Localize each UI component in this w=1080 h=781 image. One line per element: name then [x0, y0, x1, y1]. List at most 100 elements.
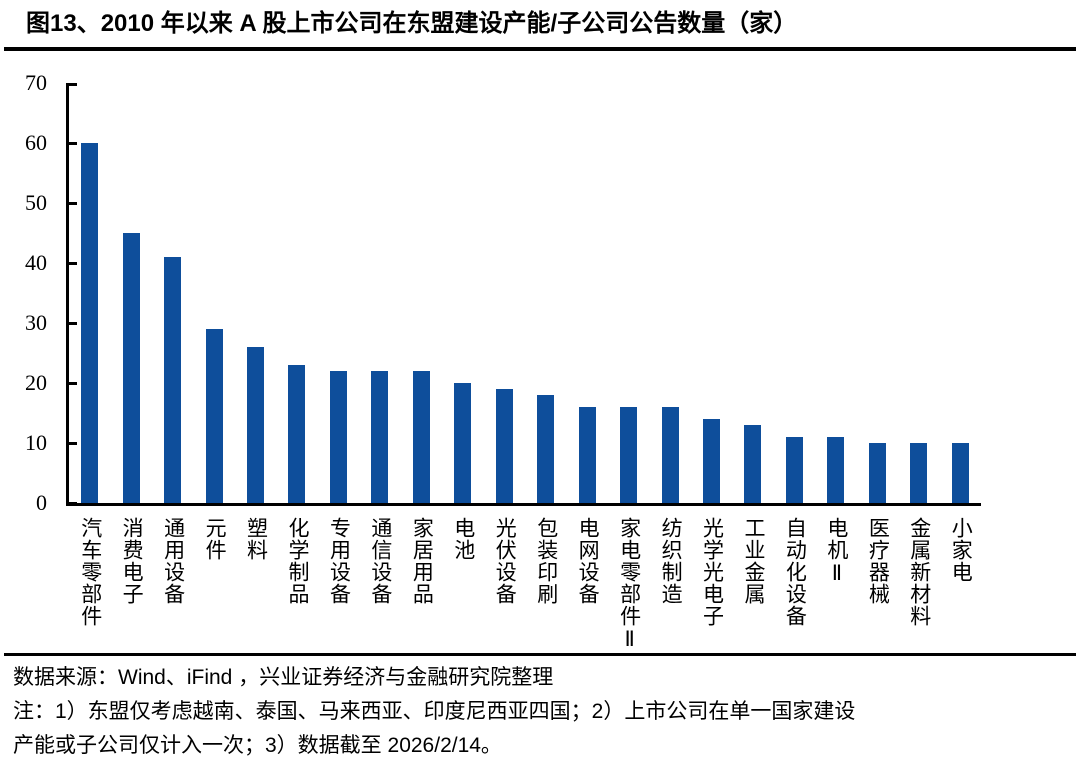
bar-slot — [857, 83, 898, 503]
y-axis-tick-label: 30 — [25, 310, 47, 335]
category-label: 通信设备 — [368, 517, 392, 605]
figure-panel: 图13、2010 年以来 A 股上市公司在东盟建设产能/子公司公告数量（家） 0… — [0, 10, 1080, 763]
data-source-line: 数据来源：Wind、iFind ，兴业证券经济与金融研究院整理 — [13, 666, 554, 689]
category-label: 专用设备 — [327, 517, 351, 605]
bar — [247, 347, 265, 503]
category-slot: 光伏设备 — [484, 517, 525, 652]
bars-container — [69, 83, 981, 503]
category-label: 化学制品 — [285, 517, 309, 605]
plot-area — [66, 83, 981, 506]
bar — [910, 443, 928, 503]
note-line-1: 注：1）东盟仅考虑越南、泰国、马来西亚、印度尼西亚四国；2）上市公司在单一国家建… — [13, 700, 856, 723]
bar-chart: 0 10 20 30 40 50 60 70 汽车零部件 消费电子 通用设备 元件 塑料 化学制品 专用设… — [0, 51, 1080, 653]
category-slot: 消费电子 — [110, 517, 151, 652]
category-slot: 纺织制造 — [649, 517, 690, 652]
footer-divider — [4, 653, 1076, 656]
y-axis-tick-label: 70 — [25, 70, 47, 95]
bar — [661, 407, 679, 503]
bar-slot — [152, 83, 193, 503]
bar-slot — [69, 83, 110, 503]
bar-slot — [401, 83, 442, 503]
bar — [164, 257, 182, 503]
bar-slot — [359, 83, 400, 503]
bar-slot — [774, 83, 815, 503]
category-label: 塑料 — [244, 517, 268, 561]
bar-slot — [525, 83, 566, 503]
category-label: 自动化设备 — [783, 517, 807, 627]
footer: 数据来源：Wind、iFind ，兴业证券经济与金融研究院整理 注：1）东盟仅考… — [0, 656, 1080, 763]
bar — [578, 407, 596, 503]
category-label: 电池 — [451, 517, 475, 561]
y-axis-tick-label: 20 — [25, 370, 47, 395]
category-slot: 医疗器械 — [857, 517, 898, 652]
bar — [744, 425, 762, 503]
category-slot: 通用设备 — [152, 517, 193, 652]
note-line-2: 产能或子公司仅计入一次；3）数据截至 2026/2/14。 — [13, 734, 502, 757]
bar-slot — [815, 83, 856, 503]
category-slot: 塑料 — [235, 517, 276, 652]
bar — [620, 407, 638, 503]
category-label: 家电零部件Ⅱ — [617, 517, 641, 652]
category-slot: 光学光电子 — [691, 517, 732, 652]
bar — [81, 143, 99, 503]
y-axis-tick-label: 60 — [25, 130, 47, 155]
bar-slot — [484, 83, 525, 503]
bar — [412, 371, 430, 503]
y-axis-tick-label: 40 — [25, 250, 47, 275]
category-slot: 专用设备 — [318, 517, 359, 652]
category-slot: 汽车零部件 — [69, 517, 110, 652]
x-axis-labels: 汽车零部件 消费电子 通用设备 元件 塑料 化学制品 专用设备 通信设备 家居用品 电池 光伏设备包… — [69, 517, 981, 652]
bar — [371, 371, 389, 503]
category-slot: 包装印刷 — [525, 517, 566, 652]
category-label: 纺织制造 — [659, 517, 683, 605]
category-label: 消费电子 — [120, 517, 144, 605]
bar — [288, 365, 306, 503]
category-slot: 家电零部件Ⅱ — [608, 517, 649, 652]
category-slot: 自动化设备 — [774, 517, 815, 652]
category-label: 家居用品 — [410, 517, 434, 605]
bar-slot — [276, 83, 317, 503]
bar-slot — [235, 83, 276, 503]
y-axis-tick-label: 0 — [36, 490, 47, 515]
bar — [454, 383, 472, 503]
bar — [703, 419, 721, 503]
category-label: 电网设备 — [576, 517, 600, 605]
bar-slot — [193, 83, 234, 503]
category-label: 电机Ⅱ — [824, 517, 848, 586]
category-slot: 家居用品 — [401, 517, 442, 652]
bar — [951, 443, 969, 503]
category-slot: 金属新材料 — [898, 517, 939, 652]
category-label: 工业金属 — [741, 517, 765, 605]
title-divider — [4, 47, 1076, 51]
bar-slot — [732, 83, 773, 503]
bar-slot — [940, 83, 981, 503]
category-slot: 工业金属 — [732, 517, 773, 652]
bar — [205, 329, 223, 503]
category-label: 通用设备 — [161, 517, 185, 605]
y-axis-tick — [69, 202, 77, 205]
y-axis-tick — [69, 382, 77, 385]
category-slot: 元件 — [193, 517, 234, 652]
bar-slot — [608, 83, 649, 503]
bar — [329, 371, 347, 503]
bar-slot — [649, 83, 690, 503]
y-axis-tick — [69, 262, 77, 265]
category-label: 光伏设备 — [493, 517, 517, 605]
category-slot: 电机Ⅱ — [815, 517, 856, 652]
bar-slot — [898, 83, 939, 503]
bar — [122, 233, 140, 503]
y-axis-tick-label: 10 — [25, 430, 47, 455]
y-axis-tick — [69, 83, 77, 86]
bar-slot — [566, 83, 607, 503]
bar-slot — [691, 83, 732, 503]
category-label: 金属新材料 — [907, 517, 931, 627]
category-slot: 电池 — [442, 517, 483, 652]
category-slot: 化学制品 — [276, 517, 317, 652]
y-axis-tick — [69, 502, 77, 505]
bar-slot — [110, 83, 151, 503]
category-label: 光学光电子 — [700, 517, 724, 627]
bar — [868, 443, 886, 503]
category-label: 医疗器械 — [866, 517, 890, 605]
category-label: 元件 — [203, 517, 227, 561]
category-label: 汽车零部件 — [78, 517, 102, 627]
